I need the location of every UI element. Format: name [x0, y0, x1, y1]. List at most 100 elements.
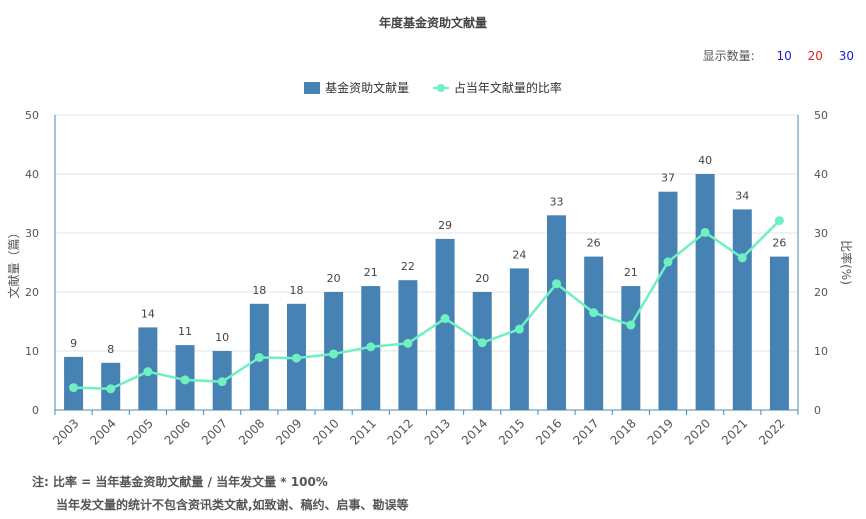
x-axis-tick-label: 2019 — [645, 416, 676, 447]
bar — [547, 215, 567, 410]
bar — [509, 268, 529, 410]
y2-axis-tick-label: 0 — [814, 404, 821, 417]
display-count-label: 显示数量: — [702, 49, 755, 63]
bar — [472, 292, 492, 410]
chart-legend: 基金资助文献量 占当年文献量的比率 — [0, 79, 866, 96]
x-axis-tick-label: 2017 — [570, 416, 601, 447]
footnote-line-2: 当年发文量的统计不包含资讯类文献,如致谢、稿约、启事、勘误等 — [56, 498, 409, 512]
bar-data-label: 22 — [401, 260, 415, 273]
x-axis-tick-label: 2009 — [273, 416, 304, 447]
bar-data-label: 14 — [141, 307, 155, 320]
ratio-point — [663, 257, 673, 267]
ratio-point — [180, 375, 190, 385]
y2-axis-tick-label: 50 — [814, 109, 828, 122]
bar-data-label: 11 — [178, 325, 192, 338]
x-axis-tick-label: 2006 — [162, 416, 193, 447]
bar — [621, 286, 641, 410]
ratio-point — [69, 383, 79, 393]
y-axis-tick-label: 30 — [25, 227, 39, 240]
y-axis-tick-label: 10 — [25, 345, 39, 358]
legend-label-line-series: 占当年文献量的比率 — [453, 81, 562, 95]
bar-data-label: 20 — [327, 272, 341, 285]
ratio-point — [552, 279, 562, 289]
y2-axis-tick-label: 20 — [814, 286, 828, 299]
x-axis-tick-label: 2010 — [310, 416, 341, 447]
ratio-point — [366, 342, 376, 352]
bar-data-label: 21 — [364, 266, 378, 279]
bar-data-label: 21 — [624, 266, 638, 279]
bar-data-label: 37 — [661, 172, 675, 185]
ratio-line — [73, 219, 781, 391]
bar-data-label: 33 — [550, 195, 564, 208]
chart-title: 年度基金资助文献量 — [378, 16, 487, 30]
x-axis-tick-label: 2012 — [385, 416, 416, 447]
x-axis-tick-label: 2014 — [459, 416, 490, 447]
y-axis-tick-label: 40 — [25, 168, 39, 181]
ratio-point — [514, 324, 524, 334]
chart-plot-area: 0 10 20 30 40 50 0 10 20 30 40 50 文献量（篇） 比率(%) 9 8 14 11 1… — [6, 109, 854, 448]
x-axis-tick-label: 2020 — [682, 416, 713, 447]
chart-footnote: 注: 比率 = 当年基金资助文献量 / 当年发文量 * 100% 当年发文量的统… — [32, 471, 409, 517]
y-axis-tick-label: 50 — [25, 109, 39, 122]
bar — [658, 191, 678, 410]
ratio-point — [626, 320, 636, 330]
x-axis-tick-label: 2022 — [756, 416, 787, 447]
x-axis-tick-label: 2008 — [236, 416, 267, 447]
y2-axis-tick-label: 40 — [814, 168, 828, 181]
ratio-point — [737, 253, 747, 263]
ratio-point — [477, 338, 487, 348]
bar-data-label: 26 — [587, 237, 601, 250]
y2-axis-tick-label: 10 — [814, 345, 828, 358]
x-axis-tick-label: 2003 — [50, 416, 81, 447]
ratio-point — [143, 367, 153, 377]
bar-data-label: 40 — [698, 154, 712, 167]
bar-data-label: 34 — [735, 189, 749, 202]
ratio-point — [774, 216, 784, 226]
ratio-point — [254, 352, 264, 362]
ratio-point — [589, 308, 599, 318]
y2-axis-tick-label: 30 — [814, 227, 828, 240]
ratio-point — [700, 227, 710, 237]
ratio-point — [106, 384, 116, 394]
bar-data-label: 26 — [772, 237, 786, 250]
ratio-point — [217, 377, 227, 387]
bar-data-label: 10 — [215, 331, 229, 344]
legend-item-bar-series[interactable]: 基金资助文献量 — [304, 79, 409, 96]
bar-data-label: 18 — [289, 284, 303, 297]
y-axis-tick-label: 0 — [32, 404, 39, 417]
bar-data-label: 18 — [252, 284, 266, 297]
x-axis-tick-label: 2013 — [422, 416, 453, 447]
x-axis-tick-label: 2005 — [124, 416, 155, 447]
footnote-line-1: 注: 比率 = 当年基金资助文献量 / 当年发文量 * 100% — [32, 475, 328, 489]
bar-data-label: 24 — [512, 248, 526, 261]
x-axis-tick-label: 2011 — [347, 416, 378, 447]
bar-data-label: 29 — [438, 219, 452, 232]
x-axis-tick-label: 2016 — [533, 416, 564, 447]
display-count-selector: 显示数量: 10 20 30 — [703, 47, 854, 64]
ratio-point — [329, 349, 339, 359]
ratio-point — [291, 353, 301, 363]
legend-bar-swatch — [304, 82, 321, 94]
display-count-option-30[interactable]: 30 — [838, 49, 854, 63]
bar — [435, 238, 455, 410]
ratio-point — [403, 338, 413, 348]
display-count-option-20[interactable]: 20 — [807, 49, 823, 63]
bar-data-label: 8 — [107, 343, 114, 356]
legend-line-swatch — [432, 82, 449, 94]
y-axis-title: 文献量（篇） — [6, 226, 21, 298]
bar — [769, 256, 789, 410]
bar-data-label: 9 — [70, 337, 77, 350]
legend-label-bar-series: 基金资助文献量 — [325, 81, 410, 95]
display-count-option-10[interactable]: 10 — [776, 49, 792, 63]
bar — [695, 174, 715, 410]
x-axis-tick-label: 2015 — [496, 416, 527, 447]
bar-data-label: 20 — [475, 272, 489, 285]
x-axis-tick-label: 2021 — [719, 416, 750, 447]
x-axis-tick-label: 2004 — [87, 416, 118, 447]
x-axis-tick-label: 2018 — [607, 416, 638, 447]
y2-axis-title: 比率(%) — [839, 240, 854, 285]
legend-item-line-series[interactable]: 占当年文献量的比率 — [432, 79, 562, 96]
bar — [584, 256, 604, 410]
y-axis-tick-label: 20 — [25, 286, 39, 299]
x-axis-tick-label: 2007 — [199, 416, 230, 447]
